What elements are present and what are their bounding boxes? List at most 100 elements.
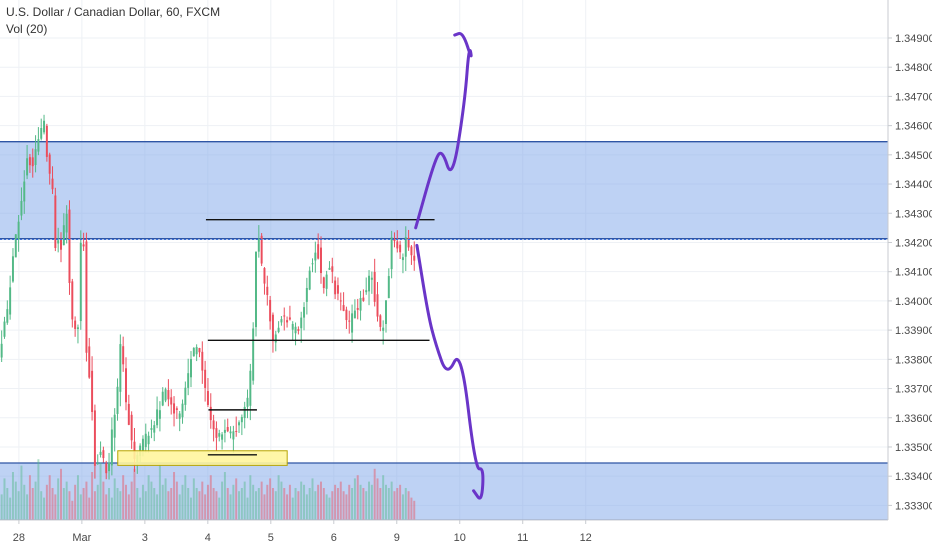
candle-body (218, 433, 221, 437)
projection-down-path (415, 243, 485, 500)
candle-body (147, 435, 150, 445)
candle-body (328, 267, 331, 270)
candle-body (164, 389, 167, 401)
candle-body (187, 373, 190, 388)
candle-body (184, 387, 187, 405)
price-tick-label: 1.34000 (895, 296, 932, 308)
time-tick-label: 12 (580, 532, 592, 544)
grid-lines (0, 0, 888, 520)
candle-body (130, 414, 133, 441)
volume-bar (158, 465, 161, 520)
candle-body (11, 256, 14, 282)
candle-body (0, 343, 3, 358)
candle-body (212, 420, 215, 430)
candle-body (356, 307, 359, 310)
candle-body (286, 320, 289, 323)
candle-body (28, 157, 31, 166)
candle-body (297, 329, 300, 331)
volume-bar (28, 475, 31, 520)
volume-bar (156, 494, 159, 520)
candle-body (26, 158, 29, 176)
price-tick-label: 1.34200 (895, 237, 932, 249)
volume-bar (204, 494, 207, 520)
volume-bar (14, 481, 17, 520)
candle-body (167, 390, 170, 400)
chart-legend: U.S. Dollar / Canadian Dollar, 60, FXCM … (6, 4, 220, 38)
candle-body (45, 125, 48, 157)
candle-body (85, 241, 88, 353)
volume-bar (178, 494, 181, 520)
volume-bar (133, 468, 136, 520)
time-tick-label: 4 (205, 532, 211, 544)
volume-bar (187, 488, 190, 520)
volume-bar (125, 484, 127, 520)
candle-body (291, 323, 294, 330)
volume-bar (71, 500, 74, 520)
volume-bar (379, 488, 382, 520)
candle-body (88, 346, 91, 378)
candle-body (348, 320, 351, 322)
candle-body (252, 328, 255, 381)
time-tick-label: 11 (517, 532, 528, 544)
volume-bar (190, 497, 192, 520)
volume-bar (351, 488, 354, 520)
volume-bar (9, 497, 12, 520)
candle-body (48, 154, 51, 174)
candle-body (320, 247, 322, 274)
volume-bar (68, 491, 71, 520)
volume-bar (31, 488, 34, 520)
volume-bar (48, 475, 51, 520)
volume-bar (266, 484, 269, 520)
volume-bar (393, 491, 396, 520)
volume-bar (144, 491, 147, 520)
volume-bar (11, 472, 14, 520)
volume-bar (76, 475, 79, 520)
candle-body (339, 300, 342, 302)
volume-bar (122, 475, 125, 520)
time-tick-label: 5 (268, 532, 274, 544)
time-tick-label: 3 (142, 532, 148, 544)
volume-bar (45, 484, 48, 520)
volume-bar (201, 481, 204, 520)
volume-bar (277, 475, 280, 520)
price-tick-label: 1.34700 (895, 91, 932, 103)
volume-bar (173, 472, 176, 520)
candle-body (243, 406, 246, 419)
candle-body (161, 391, 164, 406)
volume-bar (150, 481, 153, 520)
candle-body (9, 287, 12, 315)
candle-body (40, 127, 43, 139)
volume-bar (175, 481, 178, 520)
candle-body (37, 139, 40, 152)
volume-bar (249, 475, 252, 520)
volume-bar (161, 484, 164, 520)
volume-bar (212, 488, 215, 520)
candle-body (331, 266, 334, 272)
candle-body (65, 213, 68, 233)
price-tick-label: 1.33900 (895, 325, 932, 337)
candle-body (396, 241, 399, 249)
candle-body (116, 386, 119, 414)
candle-body (269, 299, 272, 322)
time-axis: 28 Mar 3 4 5 6 9 10 11 12 (13, 520, 592, 544)
volume-bar (164, 478, 167, 520)
candle-body (60, 239, 62, 250)
candle-body (351, 313, 354, 333)
volume-bar (396, 488, 399, 520)
candle-body (14, 234, 17, 258)
candle-body (393, 239, 396, 242)
volume-bar (373, 468, 376, 520)
candle-body (96, 463, 99, 465)
volume-bar (345, 494, 348, 520)
volume-bar (286, 494, 289, 520)
candle-body (362, 297, 365, 301)
candle-body (263, 268, 266, 284)
volume-bar (116, 488, 119, 520)
candle-body (404, 237, 407, 257)
candle-body (305, 287, 308, 302)
candle-body (249, 370, 252, 406)
volume-bar (280, 481, 283, 520)
candle-body (127, 403, 130, 425)
